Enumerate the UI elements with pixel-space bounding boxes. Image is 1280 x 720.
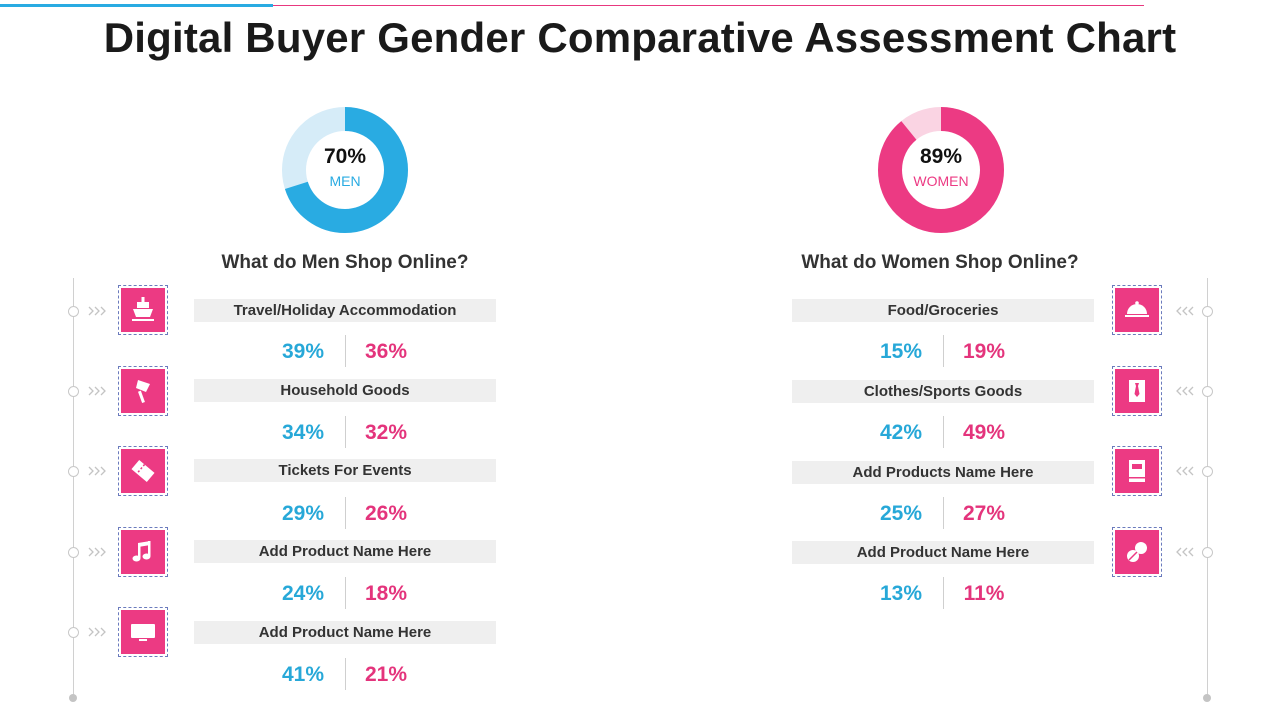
ship-icon — [132, 297, 154, 321]
category-label: Food/Groceries — [792, 299, 1094, 322]
women-donut-chart: 89% WOMEN — [876, 105, 1006, 235]
value-divider — [943, 335, 944, 367]
category-label: Travel/Holiday Accommodation — [194, 299, 496, 322]
row-icon-box — [1112, 527, 1162, 577]
ticket-icon — [131, 459, 155, 483]
page-title: Digital Buyer Gender Comparative Assessm… — [103, 14, 1177, 61]
pills-icon — [1127, 542, 1147, 562]
women-timeline-end-dot — [1203, 694, 1211, 702]
men-timeline-end-dot — [69, 694, 77, 702]
timeline-node — [1202, 547, 1213, 558]
value-divider — [345, 577, 346, 609]
chevrons-right-icon — [88, 627, 106, 637]
value-divider — [345, 416, 346, 448]
row-icon-box — [1112, 285, 1162, 335]
shirt-tie-icon — [1129, 380, 1145, 402]
timeline-node — [68, 547, 79, 558]
category-label: Add Product Name Here — [194, 621, 496, 644]
men-percentage: 41% — [281, 663, 325, 686]
chevrons-left-icon — [1176, 386, 1194, 396]
top-accent-blue — [0, 4, 273, 7]
women-percentage: 26% — [364, 502, 408, 525]
men-section-heading: What do Men Shop Online? — [221, 252, 469, 273]
women-donut-svg — [878, 107, 1004, 233]
women-donut-value: 89% — [919, 145, 963, 168]
women-donut-arc — [878, 107, 1004, 233]
food-cloche-icon — [1125, 301, 1149, 317]
men-timeline-line — [73, 278, 74, 696]
chevrons-left-icon — [1176, 306, 1194, 316]
women-percentage: 32% — [364, 421, 408, 444]
chevrons-right-icon — [88, 386, 106, 396]
men-percentage: 29% — [281, 502, 325, 525]
category-label: Add Product Name Here — [194, 540, 496, 563]
women-percentage: 18% — [364, 582, 408, 605]
men-percentage: 34% — [281, 421, 325, 444]
value-divider — [943, 497, 944, 529]
women-percentage: 11% — [963, 582, 1005, 605]
monitor-icon — [131, 624, 155, 641]
category-label: Household Goods — [194, 379, 496, 402]
chevrons-right-icon — [88, 306, 106, 316]
row-icon-box — [1112, 366, 1162, 416]
category-label: Add Product Name Here — [792, 541, 1094, 564]
row-icon-box — [118, 285, 168, 335]
timeline-node — [1202, 386, 1213, 397]
timeline-node — [68, 306, 79, 317]
women-percentage: 21% — [364, 663, 408, 686]
timeline-node — [1202, 466, 1213, 477]
value-divider — [943, 577, 944, 609]
value-divider — [345, 497, 346, 529]
top-accent-pink — [273, 5, 1144, 6]
women-percentage: 27% — [962, 502, 1006, 525]
timeline-node — [68, 466, 79, 477]
timeline-node — [1202, 306, 1213, 317]
value-divider — [345, 335, 346, 367]
book-icon — [1129, 460, 1145, 482]
row-icon-box — [1112, 446, 1162, 496]
men-donut-arc — [282, 107, 408, 233]
women-section-heading: What do Women Shop Online? — [801, 252, 1079, 273]
row-icon-box — [118, 607, 168, 657]
women-percentage: 36% — [364, 340, 408, 363]
men-donut-chart: 70% MEN — [280, 105, 410, 235]
men-percentage: 13% — [879, 582, 923, 605]
brush-icon — [136, 380, 150, 403]
music-note-icon — [132, 541, 151, 562]
row-icon-box — [118, 366, 168, 416]
men-percentage: 15% — [879, 340, 923, 363]
timeline-node — [68, 386, 79, 397]
men-percentage: 25% — [879, 502, 923, 525]
women-percentage: 19% — [962, 340, 1006, 363]
category-label: Add Products Name Here — [792, 461, 1094, 484]
chevrons-left-icon — [1176, 466, 1194, 476]
men-donut-label: MEN — [329, 173, 361, 189]
row-icon-box — [118, 527, 168, 577]
category-label: Tickets For Events — [194, 459, 496, 482]
row-icon-box — [118, 446, 168, 496]
category-label: Clothes/Sports Goods — [792, 380, 1094, 403]
men-percentage: 39% — [281, 340, 325, 363]
chevrons-left-icon — [1176, 547, 1194, 557]
men-donut-svg — [282, 107, 408, 233]
women-timeline-line — [1207, 278, 1208, 696]
women-percentage: 49% — [962, 421, 1006, 444]
men-percentage: 24% — [281, 582, 325, 605]
chevrons-right-icon — [88, 547, 106, 557]
women-donut-label: WOMEN — [913, 173, 969, 189]
value-divider — [943, 416, 944, 448]
men-donut-value: 70% — [323, 145, 367, 168]
men-percentage: 42% — [879, 421, 923, 444]
value-divider — [345, 658, 346, 690]
chevrons-right-icon — [88, 466, 106, 476]
timeline-node — [68, 627, 79, 638]
